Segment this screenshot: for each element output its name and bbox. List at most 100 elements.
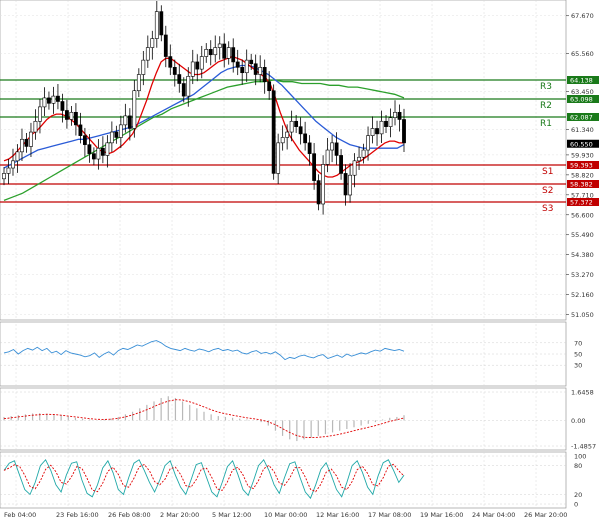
- y-tick-label: 65.560: [571, 50, 594, 58]
- stochastic-tick-label: 0: [574, 501, 578, 509]
- candle-body: [82, 135, 87, 145]
- level-price-tag: [567, 198, 599, 206]
- candle-body: [199, 56, 204, 70]
- candle-body: [334, 142, 339, 156]
- candle-body: [388, 117, 393, 127]
- candle-body: [78, 124, 83, 136]
- candle-body: [393, 111, 397, 118]
- y-tick-label: 57.710: [571, 191, 594, 199]
- level-label-s3: S3: [542, 204, 553, 214]
- level-price-tag: [567, 95, 599, 103]
- candle-body: [150, 38, 155, 48]
- candle-body: [325, 149, 330, 165]
- rsi-tick-label: 50: [574, 351, 582, 359]
- macd-panel: [0, 387, 567, 451]
- level-label-r2: R2: [540, 101, 552, 111]
- level-price-tag-text: 64.138: [570, 77, 593, 85]
- candle-body: [127, 115, 132, 129]
- candle-body: [379, 120, 384, 135]
- candle-body: [136, 74, 141, 92]
- x-tick-label: 10 Mar 00:00: [264, 511, 307, 519]
- candle-body: [384, 120, 388, 127]
- candle-body: [114, 131, 119, 138]
- x-tick-label: 2 Mar 20:00: [160, 511, 199, 519]
- stochastic-panel: [0, 451, 567, 509]
- candle-body: [38, 106, 42, 122]
- candle-body: [123, 115, 128, 126]
- candle-body: [244, 59, 249, 74]
- candle-body: [47, 97, 51, 104]
- level-price-tag: [567, 113, 599, 121]
- x-tick-label: 24 Mar 04:00: [472, 511, 515, 519]
- macd-tick-label: -1.4857: [571, 443, 596, 451]
- candle-body: [289, 120, 294, 133]
- candle-body: [285, 131, 290, 138]
- candle-body: [11, 160, 15, 169]
- y-tick-label: 58.820: [571, 171, 594, 179]
- candle-body: [294, 120, 299, 127]
- x-tick-label: 19 Mar 16:00: [420, 511, 463, 519]
- macd-tick-label: 1.6458: [571, 389, 594, 397]
- candle-body: [91, 153, 96, 160]
- candle-body: [69, 111, 74, 120]
- level-price-tag: [567, 76, 599, 84]
- candle-body: [222, 43, 227, 59]
- stochastic-tick-label: 80: [574, 462, 582, 470]
- candle-body: [177, 74, 182, 84]
- level-price-tag-text: 57.372: [570, 199, 593, 207]
- candle-body: [397, 111, 402, 120]
- candle-body: [172, 67, 177, 75]
- candle-body: [24, 138, 29, 147]
- candle-body: [2, 173, 6, 180]
- moving-average-slow: [3, 79, 405, 202]
- candle-body: [276, 142, 281, 174]
- y-tick-label: 54.380: [571, 251, 594, 259]
- candle-body: [262, 67, 267, 83]
- candle-body: [208, 49, 213, 56]
- candle-body: [33, 120, 38, 133]
- candle-body: [29, 131, 33, 147]
- current-price-tag: [567, 139, 599, 148]
- stochastic-tick-label: 100: [574, 453, 586, 461]
- candle-body: [132, 90, 137, 129]
- y-tick-label: 55.490: [571, 231, 594, 239]
- candle-body: [235, 61, 240, 68]
- candle-body: [231, 47, 236, 63]
- candle-body: [74, 111, 78, 126]
- x-tick-label: 12 Mar 16:00: [316, 511, 359, 519]
- candle-body: [159, 11, 164, 36]
- level-label-r1: R1: [540, 119, 552, 129]
- candle-body: [352, 160, 357, 176]
- candle-body: [181, 83, 186, 97]
- macd-tick-label: 0.00: [571, 417, 585, 425]
- candle-body: [141, 59, 146, 75]
- level-price-tag: [567, 161, 599, 169]
- stochastic-d-line: [3, 463, 405, 493]
- x-tick-label: 5 Mar 12:00: [212, 511, 251, 519]
- candle-body: [145, 47, 150, 61]
- level-label-s2: S2: [542, 186, 553, 196]
- candle-body: [303, 133, 308, 144]
- y-tick-label: 53.270: [571, 271, 594, 279]
- candle-body: [87, 144, 92, 154]
- level-price-tag-text: 58.382: [570, 181, 593, 189]
- candle-body: [280, 137, 285, 144]
- candle-body: [271, 90, 276, 174]
- candle-body: [154, 11, 159, 39]
- rsi-panel: [0, 321, 567, 387]
- candle-body: [204, 49, 209, 57]
- level-price-tag-text: 63.098: [570, 96, 593, 104]
- candle-body: [42, 97, 47, 108]
- rsi-tick-label: 70: [574, 339, 582, 347]
- x-tick-label: 26 Feb 08:00: [108, 511, 151, 519]
- candle-body: [118, 124, 123, 138]
- x-tick-label: 23 Feb 16:00: [56, 511, 99, 519]
- candle-body: [240, 67, 245, 74]
- candle-body: [348, 174, 352, 196]
- candle-body: [321, 164, 326, 205]
- stochastic-k-line: [3, 459, 405, 500]
- price-panel: [0, 0, 567, 321]
- level-price-tag-text: 59.393: [570, 162, 593, 170]
- candle-body: [186, 76, 191, 97]
- candle-body: [217, 43, 222, 48]
